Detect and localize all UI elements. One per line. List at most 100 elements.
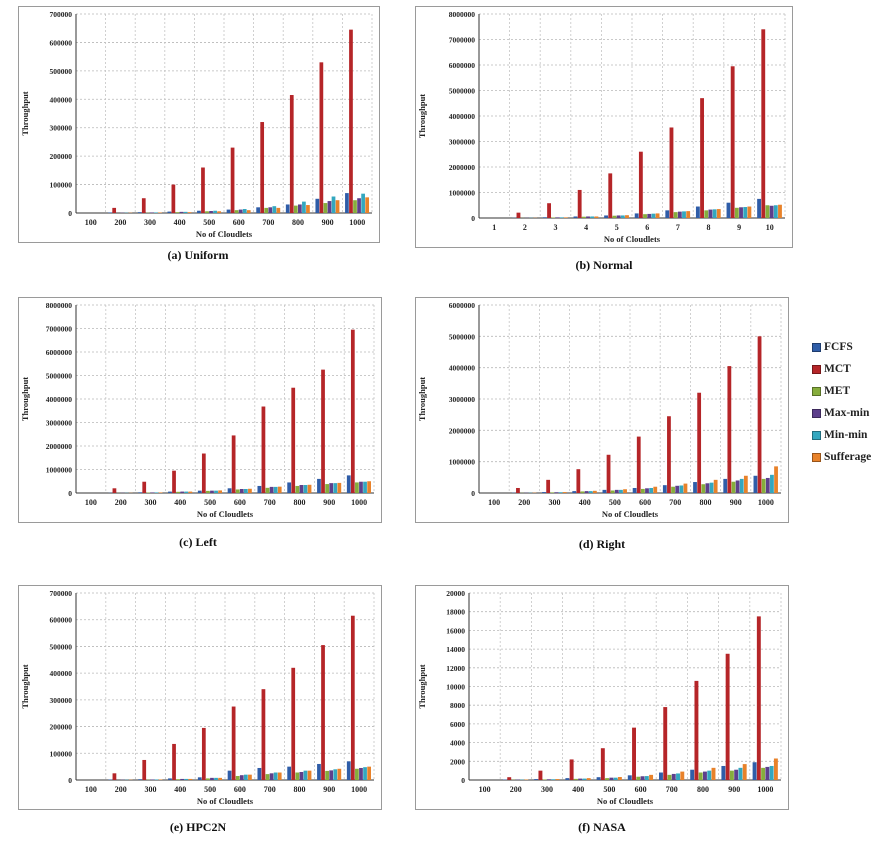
bar-sufferage-300 xyxy=(555,779,560,780)
x-tick-label: 500 xyxy=(603,785,615,794)
x-tick-label: 500 xyxy=(204,785,216,794)
y-tick-label: 2000 xyxy=(450,757,465,766)
bar-met-500 xyxy=(206,778,210,780)
caption-right: (d) Right xyxy=(578,537,626,551)
bar-mct-800 xyxy=(291,667,296,780)
x-tick-label: 800 xyxy=(292,218,304,227)
bar-met-8 xyxy=(704,210,709,218)
chart-frame xyxy=(18,6,380,243)
bar-fcfs-800 xyxy=(690,769,695,780)
legend-item-fcfs: FCFS xyxy=(812,338,871,356)
bar-mct-400 xyxy=(171,184,176,213)
bar-min-min-1000 xyxy=(769,765,774,780)
bar-min-min-300 xyxy=(154,212,158,213)
bar-min-min-700 xyxy=(272,206,277,213)
bar-min-min-900 xyxy=(333,483,338,493)
bar-fcfs-900 xyxy=(317,763,321,780)
bar-sufferage-10 xyxy=(778,204,782,218)
y-tick-label: 2000000 xyxy=(46,442,73,451)
bar-min-min-900 xyxy=(333,769,338,780)
bar-sufferage-300 xyxy=(158,779,163,780)
bar-met-1000 xyxy=(355,768,359,780)
bar-mct-900 xyxy=(725,653,730,780)
bar-min-min-6 xyxy=(651,213,656,218)
chart-right: 0 1000000 2000000 3000000 4000000 5000000 6000… xyxy=(415,297,789,523)
bar-mct-300 xyxy=(538,770,543,780)
bar-fcfs-300 xyxy=(138,779,143,780)
bar-mct-800 xyxy=(289,95,294,213)
bar-sufferage-500 xyxy=(623,489,627,493)
bar-sufferage-400 xyxy=(188,778,193,780)
bar-min-min-600 xyxy=(242,209,247,213)
x-tick-label: 100 xyxy=(85,218,97,227)
bar-fcfs-7 xyxy=(665,210,670,218)
bar-met-800 xyxy=(698,772,703,780)
x-tick-label: 600 xyxy=(234,498,246,507)
x-axis-title: No of Cloudlets xyxy=(604,234,661,244)
bar-min-min-1000 xyxy=(361,193,365,213)
y-axis-title: Throughput xyxy=(417,377,427,421)
bar-sufferage-400 xyxy=(586,778,591,780)
bar-mct-3 xyxy=(547,203,551,218)
x-tick-label: 6 xyxy=(645,223,649,232)
y-tick-label: 0 xyxy=(68,489,72,498)
chart-nasa: 0 2000 4000 6000 8000 10000 12000 14000 16000 180… xyxy=(415,585,789,810)
bar-max-min-800 xyxy=(705,483,710,493)
bar-mct-900 xyxy=(321,645,325,780)
bar-min-min-700 xyxy=(273,486,278,493)
y-tick-label: 3000000 xyxy=(46,419,73,428)
bar-mct-7 xyxy=(669,127,674,218)
y-tick-label: 500000 xyxy=(50,642,73,651)
bar-mct-300 xyxy=(142,759,147,780)
y-tick-label: 20000 xyxy=(446,589,465,598)
bar-max-min-1000 xyxy=(359,481,363,493)
legend-swatch-met xyxy=(812,386,821,396)
y-tick-label: 2000000 xyxy=(449,426,476,435)
bar-min-min-900 xyxy=(738,767,743,780)
bar-min-min-500 xyxy=(213,210,217,213)
bar-max-min-700 xyxy=(671,773,676,780)
caption-uniform: (a) Uniform xyxy=(167,248,229,262)
bar-sufferage-6 xyxy=(655,213,660,218)
x-tick-label: 300 xyxy=(549,498,561,507)
bar-fcfs-1000 xyxy=(346,475,351,494)
bar-mct-800 xyxy=(291,387,296,493)
bar-max-min-600 xyxy=(239,775,244,780)
chart-hpc2n: 0 100000 200000 300000 400000 500000 600000 700… xyxy=(18,585,382,810)
x-tick-label: 700 xyxy=(264,785,276,794)
bar-min-min-300 xyxy=(154,779,159,780)
bar-mct-8 xyxy=(700,98,704,218)
x-tick-label: 1000 xyxy=(349,218,365,227)
x-axis-title: No of Cloudlets xyxy=(602,509,659,519)
legend-item-mct: MCT xyxy=(812,360,871,378)
legend-swatch-sufferage xyxy=(812,452,821,462)
bar-fcfs-700 xyxy=(662,485,667,493)
bar-mct-600 xyxy=(230,147,235,213)
bar-mct-600 xyxy=(636,436,641,493)
bar-mct-1000 xyxy=(350,329,355,493)
bar-sufferage-900 xyxy=(743,475,748,493)
x-tick-label: 300 xyxy=(145,785,157,794)
bar-fcfs-300 xyxy=(138,492,143,493)
bar-mct-300 xyxy=(546,479,551,493)
bar-min-min-400 xyxy=(582,778,587,780)
legend-swatch-fcfs xyxy=(812,342,821,352)
bar-met-10 xyxy=(765,205,770,218)
bar-sufferage-700 xyxy=(683,483,688,493)
bar-met-400 xyxy=(176,491,180,493)
x-tick-label: 10 xyxy=(766,223,774,232)
x-tick-label: 700 xyxy=(262,218,274,227)
bar-fcfs-400 xyxy=(168,491,172,493)
bar-max-min-6 xyxy=(647,213,652,218)
bar-met-800 xyxy=(293,205,298,213)
y-tick-label: 6000000 xyxy=(46,348,73,357)
legend-label-sufferage: Sufferage xyxy=(824,451,872,463)
bar-sufferage-600 xyxy=(653,486,658,493)
bar-min-min-500 xyxy=(613,777,618,780)
y-tick-label: 12000 xyxy=(446,664,465,673)
bar-sufferage-5 xyxy=(625,215,629,218)
bar-mct-700 xyxy=(261,406,266,493)
caption-normal: (b) Normal xyxy=(575,258,633,272)
chart-panel-left: 0 1000000 2000000 3000000 4000000 5000000 6000… xyxy=(18,297,382,523)
legend-item-min-min: Min-min xyxy=(812,426,871,444)
